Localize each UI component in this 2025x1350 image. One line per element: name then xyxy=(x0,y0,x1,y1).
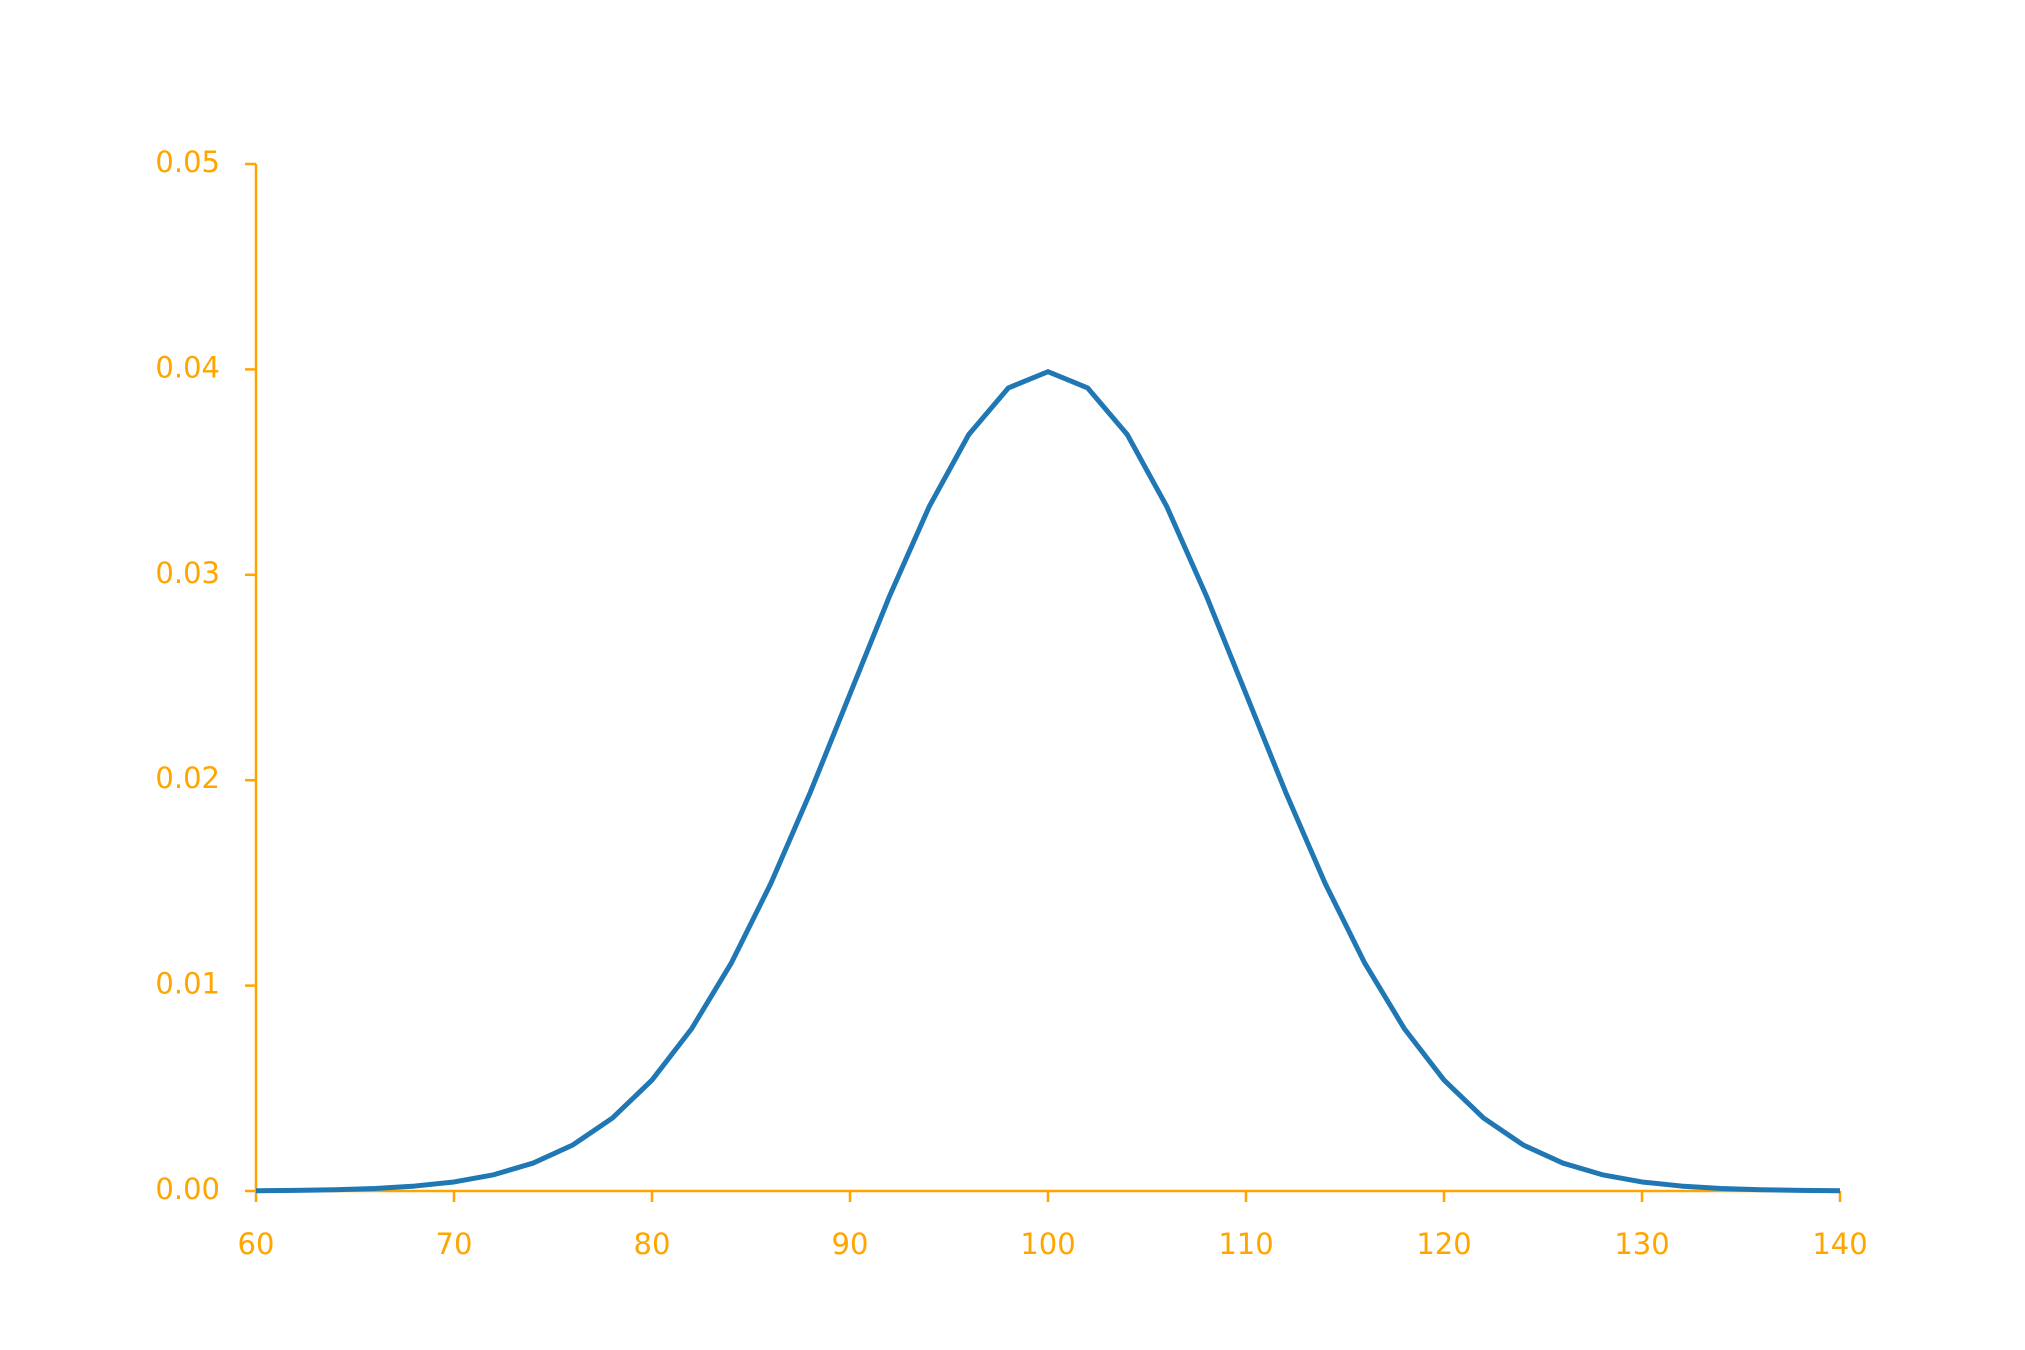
line-series xyxy=(255,369,1841,1194)
x-tick-label: 70 xyxy=(436,1227,473,1261)
x-tick-label: 110 xyxy=(1218,1227,1273,1261)
x-tick-label: 140 xyxy=(1812,1227,1867,1261)
x-tick-label: 60 xyxy=(238,1227,275,1261)
y-tick-label: 0.01 xyxy=(155,967,220,1001)
x-tick-label: 80 xyxy=(634,1227,671,1261)
x-tick-label: 90 xyxy=(832,1227,869,1261)
y-tick-label: 0.03 xyxy=(155,556,220,590)
y-tick-label: 0.00 xyxy=(155,1172,220,1206)
y-tick-label: 0.02 xyxy=(155,761,220,795)
y-tick-label: 0.05 xyxy=(155,145,220,179)
x-tick-label: 130 xyxy=(1614,1227,1669,1261)
y-tick-label: 0.04 xyxy=(155,350,220,384)
x-tick-label: 100 xyxy=(1020,1227,1075,1261)
x-tick-label: 120 xyxy=(1416,1227,1471,1261)
